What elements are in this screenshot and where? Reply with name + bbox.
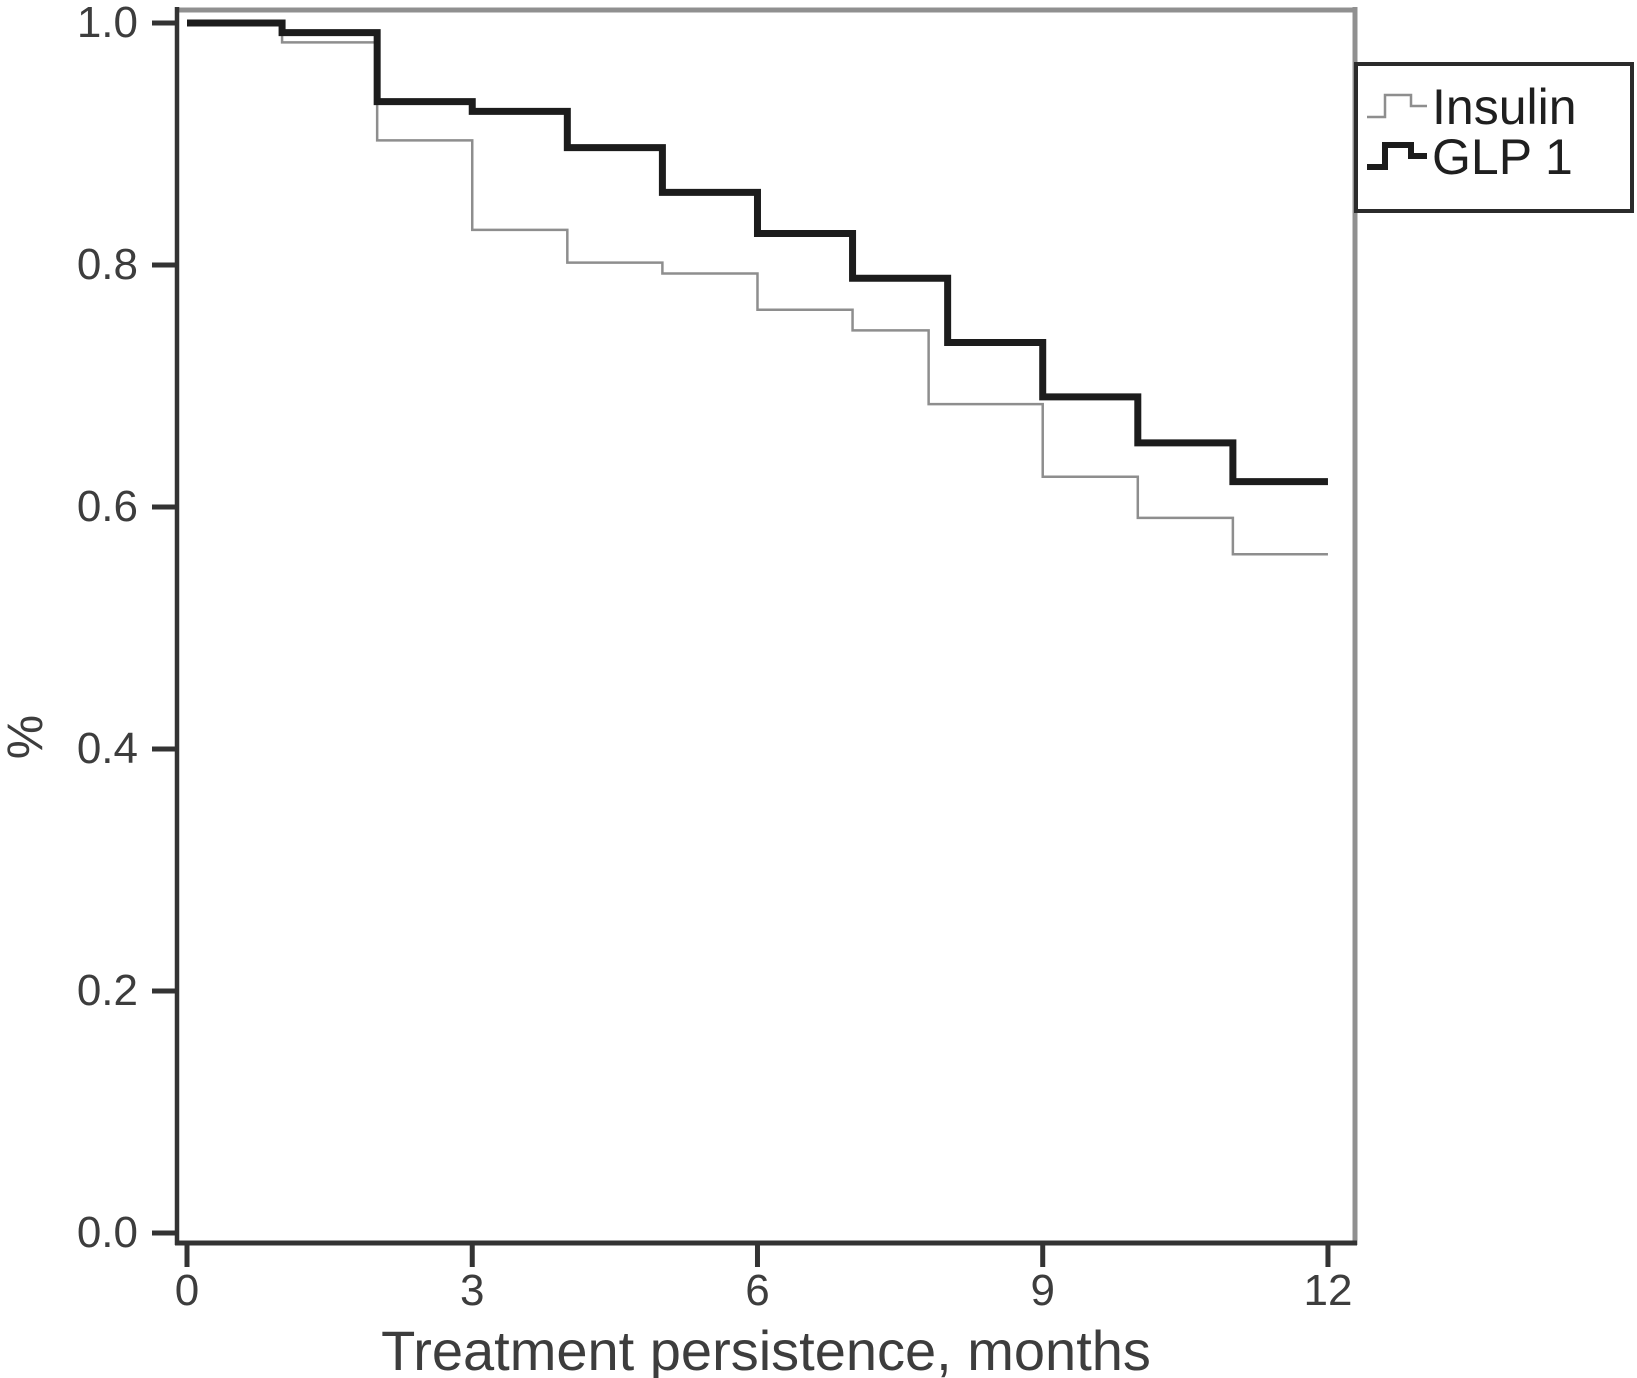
legend-label: Insulin (1432, 79, 1577, 135)
legend-item-insulin: Insulin (1366, 82, 1624, 132)
legend-line-sample-icon (1367, 142, 1427, 170)
y-tick-label: 0.4 (76, 724, 138, 773)
x-tick-label: 6 (745, 1266, 770, 1315)
series-line-insulin (187, 21, 1328, 556)
x-tick-label: 0 (174, 1266, 200, 1315)
y-tick-label: 1.0 (76, 0, 138, 47)
y-axis-title: % (0, 714, 53, 760)
legend-item-glp-1: GLP 1 (1366, 132, 1624, 182)
x-tick-label: 12 (1303, 1266, 1353, 1315)
x-tick-label: 9 (1030, 1266, 1055, 1315)
legend-label: GLP 1 (1432, 129, 1573, 185)
y-tick-label: 0.8 (76, 240, 138, 289)
y-tick-label: 0.6 (76, 482, 138, 531)
y-tick-label: 0.0 (76, 1208, 138, 1257)
legend: Insulin GLP 1 (1354, 62, 1634, 213)
y-tick-label: 0.2 (76, 966, 138, 1015)
x-tick-label: 3 (459, 1266, 485, 1315)
legend-rows: Insulin GLP 1 (1366, 82, 1624, 182)
series-line-glp-1 (187, 19, 1328, 486)
legend-line-sample-icon (1367, 93, 1427, 119)
x-axis-title: Treatment persistence, months (381, 1319, 1151, 1378)
